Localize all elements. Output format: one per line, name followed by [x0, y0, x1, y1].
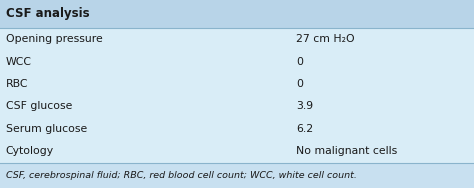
Bar — [0, 163, 474, 188]
Text: 27 cm H₂O: 27 cm H₂O — [296, 34, 355, 44]
Text: Cytology: Cytology — [6, 146, 54, 156]
Text: 6.2: 6.2 — [296, 124, 313, 134]
Text: CSF glucose: CSF glucose — [6, 102, 72, 111]
Text: 0: 0 — [296, 79, 303, 89]
Text: 0: 0 — [296, 57, 303, 67]
Text: CSF analysis: CSF analysis — [6, 7, 89, 20]
Text: 3.9: 3.9 — [296, 102, 313, 111]
Text: RBC: RBC — [6, 79, 28, 89]
Bar — [0, 0, 474, 28]
Text: WCC: WCC — [6, 57, 32, 67]
Text: No malignant cells: No malignant cells — [296, 146, 398, 156]
Text: Serum glucose: Serum glucose — [6, 124, 87, 134]
Text: CSF, cerebrospinal fluid; RBC, red blood cell count; WCC, white cell count.: CSF, cerebrospinal fluid; RBC, red blood… — [6, 171, 356, 180]
Text: Opening pressure: Opening pressure — [6, 34, 102, 44]
